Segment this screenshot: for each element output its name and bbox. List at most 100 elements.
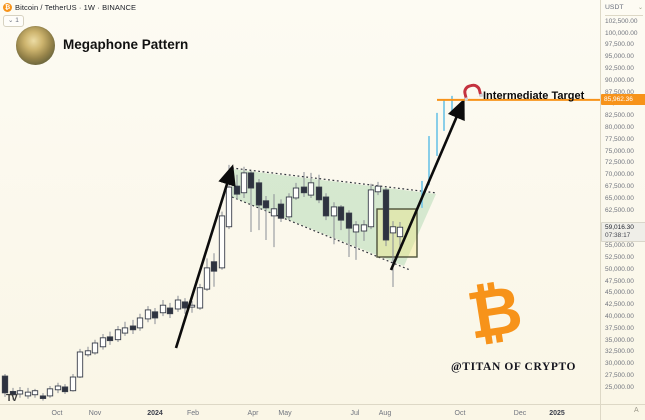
candle-body xyxy=(69,376,77,392)
candle-body xyxy=(322,196,330,217)
price-tick-label: 42,500.00 xyxy=(605,301,634,309)
time-tick-label: Aug xyxy=(378,410,392,417)
candle-body xyxy=(337,206,345,221)
price-tick-label: 65,000.00 xyxy=(605,194,634,202)
candle-body xyxy=(360,224,368,232)
current-price-value: 59,016.30 xyxy=(605,224,634,232)
candle-body xyxy=(345,212,353,229)
avatar xyxy=(16,26,55,65)
candle-body xyxy=(159,304,167,314)
candle-body xyxy=(106,336,114,342)
candle-body xyxy=(24,391,32,397)
intermediate-target-label: Intermediate Target xyxy=(483,90,585,102)
price-tick-label: 82,500.00 xyxy=(605,112,634,120)
candle-body xyxy=(91,342,99,354)
price-tick-label: 25,000.00 xyxy=(605,383,634,391)
price-tick-label: 30,000.00 xyxy=(605,360,634,368)
price-tick-label: 55,000.00 xyxy=(605,242,634,250)
candle-body xyxy=(203,267,211,290)
price-tick-label: 62,500.00 xyxy=(605,206,634,214)
candle-body xyxy=(300,186,308,194)
price-tick-label: 90,000.00 xyxy=(605,76,634,84)
price-tick-label: 37,500.00 xyxy=(605,324,634,332)
candle-body xyxy=(382,189,390,241)
target-price-label: 85,962.36 xyxy=(601,94,645,106)
symbol-header[interactable]: ₿ Bitcoin / TetherUS · 1W · BINANCE xyxy=(3,3,136,12)
candle-body xyxy=(240,172,248,194)
candle-body xyxy=(210,261,218,272)
candle-body xyxy=(292,187,300,199)
price-tick-label: 75,000.00 xyxy=(605,147,634,155)
candle-body xyxy=(129,325,137,331)
price-tick-label: 92,500.00 xyxy=(605,64,634,72)
time-tick-label: Feb xyxy=(186,410,200,417)
pattern-lower-line[interactable] xyxy=(231,196,411,271)
bitcoin-logo-watermark: ₿ xyxy=(462,270,528,355)
time-tick-label: Oct xyxy=(454,410,466,417)
candle-body xyxy=(196,287,204,309)
price-tick-label: 95,000.00 xyxy=(605,53,634,61)
candle-body xyxy=(46,388,54,397)
candle-body xyxy=(1,375,9,394)
price-tick-label: 32,500.00 xyxy=(605,348,634,356)
candle-body xyxy=(307,182,315,196)
candle-body xyxy=(233,185,241,195)
price-tick-label: 52,500.00 xyxy=(605,253,634,261)
time-tick-label: 2024 xyxy=(147,410,163,417)
page-title: Megaphone Pattern xyxy=(63,37,189,52)
candle-body xyxy=(389,226,397,234)
candle-body xyxy=(270,208,278,217)
price-tick-label: 27,500.00 xyxy=(605,372,634,380)
bitcoin-icon: ₿ xyxy=(3,3,12,12)
candle-body xyxy=(367,189,375,228)
price-tick-label: 35,000.00 xyxy=(605,336,634,344)
auto-scale-button[interactable]: A xyxy=(634,407,639,414)
price-tick-label: 97,500.00 xyxy=(605,41,634,49)
bar-countdown: 07:38:17 xyxy=(605,232,631,240)
price-axis[interactable]: USDT ⌄ 102,500.00 100,000.00 97,500.00 95,00… xyxy=(600,0,645,420)
time-tick-label: Nov xyxy=(88,410,102,417)
price-tick-label: 102,500.00 xyxy=(605,17,638,25)
price-axis-currency[interactable]: USDT ⌄ xyxy=(605,4,643,16)
candle-body xyxy=(174,299,182,310)
candle-body xyxy=(166,307,174,315)
time-axis[interactable]: Oct Nov 2024 Feb Apr May Jul Aug Oct Dec 2025 xyxy=(0,404,645,420)
candle-body xyxy=(396,226,404,238)
price-tick-label: 87,500.00 xyxy=(605,88,634,96)
time-tick-label: May xyxy=(278,410,292,417)
trend-arrow-1[interactable] xyxy=(174,164,236,349)
price-tick-label: 70,000.00 xyxy=(605,171,634,179)
candle-body xyxy=(181,301,189,309)
candle-body xyxy=(76,351,84,378)
candle-body xyxy=(225,186,233,228)
candle-body xyxy=(330,206,338,217)
candle-body xyxy=(84,350,92,356)
candle-body xyxy=(39,395,47,399)
candle-body xyxy=(247,172,255,189)
candle-body xyxy=(54,385,62,391)
candle-body xyxy=(16,390,24,395)
price-tick-label: 67,500.00 xyxy=(605,183,634,191)
symbol-title[interactable]: Bitcoin / TetherUS · 1W · BINANCE xyxy=(15,3,137,12)
price-tick-label: 47,500.00 xyxy=(605,277,634,285)
tradingview-logo[interactable]: TV xyxy=(6,393,18,404)
price-tick-label: 72,500.00 xyxy=(605,159,634,167)
trend-arrow-2[interactable] xyxy=(389,98,465,271)
time-tick-label: Jul xyxy=(350,410,360,417)
pattern-upper-line[interactable] xyxy=(231,167,438,194)
candle-body xyxy=(9,390,17,396)
candle-body xyxy=(151,311,159,319)
candle-body xyxy=(374,185,382,193)
candle-body xyxy=(61,386,69,393)
price-tick-label: 77,500.00 xyxy=(605,135,634,143)
candle-body xyxy=(31,390,39,396)
current-price-label: 59,016.30 07:38:17 xyxy=(601,222,645,243)
candle-body xyxy=(144,309,152,320)
time-tick-label: Dec xyxy=(513,410,527,417)
time-tick-label: 2025 xyxy=(549,410,565,417)
indicator-collapse-chip[interactable]: ⌄ 1 xyxy=(3,15,24,27)
candle-body xyxy=(121,327,129,334)
price-tick-label: 80,000.00 xyxy=(605,124,634,131)
